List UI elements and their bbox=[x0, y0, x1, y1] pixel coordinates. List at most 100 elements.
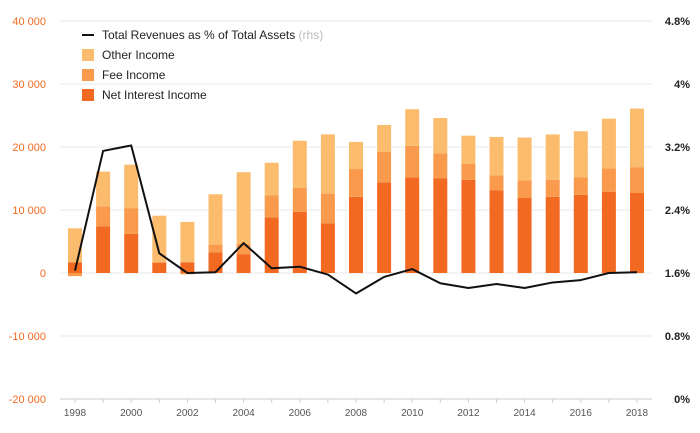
legend-label: Total Revenues as % of Total Assets (rhs… bbox=[102, 28, 323, 42]
bar-fee-income bbox=[264, 195, 279, 218]
bar-other-income bbox=[236, 172, 251, 245]
bar-fee-income bbox=[405, 145, 420, 178]
bar-fee-income bbox=[152, 261, 167, 263]
bar-fee-income bbox=[461, 164, 476, 180]
bar-fee-income bbox=[377, 152, 392, 183]
y-left-tick-label: 30 000 bbox=[12, 79, 46, 91]
legend-label: Net Interest Income bbox=[102, 88, 207, 102]
y-right-tick-label: 3.2% bbox=[665, 142, 690, 154]
bar-net-interest-income bbox=[433, 178, 448, 273]
bar-fee-income bbox=[349, 169, 363, 197]
bar-net-interest-income bbox=[349, 196, 363, 273]
y-left-tick-label: 40 000 bbox=[12, 16, 46, 28]
bar-fee-income bbox=[236, 244, 251, 255]
bar-other-income bbox=[208, 194, 223, 245]
bar-fee-income bbox=[96, 206, 111, 227]
x-tick-label: 2008 bbox=[345, 408, 368, 419]
bar-other-income bbox=[405, 109, 420, 146]
y-right-tick-label: 2.4% bbox=[665, 205, 690, 217]
bar-fee-income bbox=[517, 180, 532, 199]
bar-other-income bbox=[152, 215, 167, 262]
bar-fee-income bbox=[601, 168, 616, 192]
y-right-tick-label: 4% bbox=[674, 79, 690, 91]
y-right-tick-label: 0.8% bbox=[665, 331, 690, 343]
legend: Total Revenues as % of Total Assets (rhs… bbox=[82, 28, 323, 102]
legend-label-text: Fee Income bbox=[102, 68, 166, 82]
x-tick-label: 2010 bbox=[401, 408, 424, 419]
y-left-tick-label: -20 000 bbox=[9, 394, 46, 406]
legend-box-swatch bbox=[82, 49, 94, 61]
bar-net-interest-income bbox=[377, 182, 392, 273]
bar-fee-income bbox=[68, 273, 82, 277]
bar-net-interest-income bbox=[152, 262, 167, 273]
legend-label-text: Net Interest Income bbox=[102, 88, 207, 102]
bar-other-income bbox=[124, 164, 139, 209]
bars bbox=[68, 108, 644, 277]
x-tick-label: 2014 bbox=[513, 408, 536, 419]
bar-fee-income bbox=[433, 153, 448, 179]
bar-other-income bbox=[517, 137, 532, 181]
y-right-tick-label: 4.8% bbox=[665, 16, 690, 28]
bar-fee-income bbox=[320, 193, 335, 224]
x-tick-label: 2000 bbox=[120, 408, 143, 419]
x-tick-label: 2012 bbox=[457, 408, 480, 419]
bar-other-income bbox=[545, 134, 560, 180]
y-right-tick-label: 0% bbox=[674, 394, 690, 406]
legend-item: Total Revenues as % of Total Assets (rhs… bbox=[82, 28, 323, 42]
legend-box-swatch bbox=[82, 69, 94, 81]
bar-other-income bbox=[180, 221, 195, 263]
bar-fee-income bbox=[292, 187, 307, 212]
legend-item: Other Income bbox=[82, 48, 175, 62]
x-tick-label: 2006 bbox=[289, 408, 312, 419]
bar-fee-income bbox=[545, 179, 560, 197]
x-tick-label: 2004 bbox=[232, 408, 255, 419]
legend-label-text: Other Income bbox=[102, 48, 175, 62]
bar-fee-income bbox=[208, 244, 223, 253]
bar-other-income bbox=[601, 118, 616, 169]
bar-net-interest-income bbox=[208, 252, 223, 273]
revenue-ratio-line bbox=[74, 144, 638, 295]
revenue-line-layer bbox=[74, 144, 638, 295]
y-right-tick-label: 1.6% bbox=[665, 268, 690, 280]
bar-net-interest-income bbox=[405, 177, 420, 273]
bar-fee-income bbox=[630, 167, 644, 193]
bar-other-income bbox=[96, 171, 111, 207]
x-tick-label: 2016 bbox=[570, 408, 593, 419]
bar-other-income bbox=[264, 162, 279, 196]
bar-net-interest-income bbox=[96, 226, 111, 273]
bar-net-interest-income bbox=[124, 233, 139, 273]
bar-other-income bbox=[292, 140, 307, 188]
x-tick-label: 1998 bbox=[64, 408, 87, 419]
bar-other-income bbox=[68, 228, 82, 263]
x-tick-label: 2018 bbox=[626, 408, 649, 419]
bar-net-interest-income bbox=[292, 211, 307, 273]
y-left-tick-label: -10 000 bbox=[9, 331, 46, 343]
legend-box-swatch bbox=[82, 89, 94, 101]
bar-fee-income bbox=[124, 208, 139, 234]
bar-other-income bbox=[433, 118, 448, 154]
bar-net-interest-income bbox=[180, 262, 195, 273]
x-tick-label: 2002 bbox=[176, 408, 199, 419]
legend-label: Other Income bbox=[102, 48, 175, 62]
legend-item: Net Interest Income bbox=[82, 88, 207, 102]
bar-net-interest-income bbox=[545, 196, 560, 273]
bar-other-income bbox=[489, 136, 504, 176]
bar-other-income bbox=[320, 134, 335, 194]
bar-fee-income bbox=[573, 177, 588, 195]
bar-net-interest-income bbox=[461, 179, 476, 273]
axes: -20 000 -10 000 0 10 000 20 000 30 000 40 000 0… bbox=[9, 16, 691, 419]
bar-net-interest-income bbox=[236, 254, 251, 273]
legend-item: Fee Income bbox=[82, 68, 166, 82]
bar-other-income bbox=[349, 141, 363, 170]
bar-fee-income bbox=[489, 175, 504, 191]
bar-other-income bbox=[377, 124, 392, 153]
bar-net-interest-income bbox=[517, 198, 532, 273]
legend-label: Fee Income bbox=[102, 68, 166, 82]
y-left-tick-label: 10 000 bbox=[12, 205, 46, 217]
y-left-tick-label: 20 000 bbox=[12, 142, 46, 154]
legend-label-suffix: (rhs) bbox=[295, 28, 323, 42]
bar-net-interest-income bbox=[264, 217, 279, 273]
bar-net-interest-income bbox=[630, 192, 644, 273]
legend-label-text: Total Revenues as % of Total Assets bbox=[102, 28, 295, 42]
